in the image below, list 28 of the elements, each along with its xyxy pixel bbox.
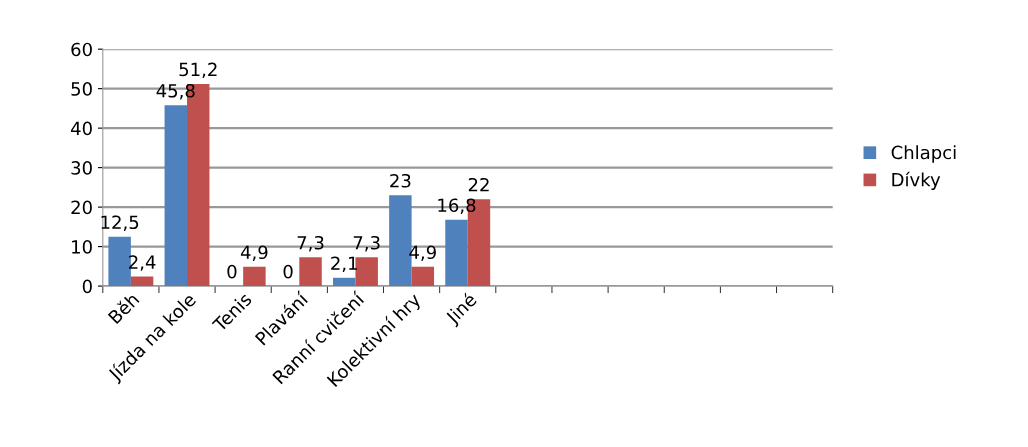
bar bbox=[130, 276, 154, 287]
data-label: 23 bbox=[390, 173, 411, 188]
data-label: 0 bbox=[227, 264, 237, 279]
bar bbox=[332, 277, 356, 287]
y-tick-label: 30 bbox=[71, 161, 92, 175]
legend-label: Chlapci bbox=[891, 145, 956, 163]
data-label: 4,9 bbox=[240, 245, 268, 261]
y-tick-label: 40 bbox=[70, 121, 92, 136]
y-tick-label: 60 bbox=[71, 42, 92, 57]
data-label: 7,3 bbox=[353, 235, 380, 252]
data-label: 22 bbox=[468, 177, 489, 192]
data-label: 0 bbox=[283, 264, 293, 279]
bar bbox=[411, 266, 435, 287]
y-tick-label: 0 bbox=[82, 279, 92, 294]
legend-label: Dívky bbox=[892, 171, 941, 190]
y-tick-label: 50 bbox=[71, 82, 92, 96]
bar bbox=[445, 219, 468, 287]
y-tick-label: 10 bbox=[72, 240, 92, 254]
bar bbox=[164, 105, 188, 287]
y-tick-label: 20 bbox=[71, 200, 92, 215]
bar bbox=[108, 236, 131, 287]
bar bbox=[243, 266, 266, 287]
bar bbox=[299, 257, 322, 287]
bar bbox=[355, 257, 378, 287]
data-label: 12,5 bbox=[101, 215, 139, 231]
x-tick-label: Běh bbox=[106, 291, 140, 325]
data-label: 7,3 bbox=[297, 235, 324, 252]
data-label: 51,2 bbox=[179, 62, 217, 79]
